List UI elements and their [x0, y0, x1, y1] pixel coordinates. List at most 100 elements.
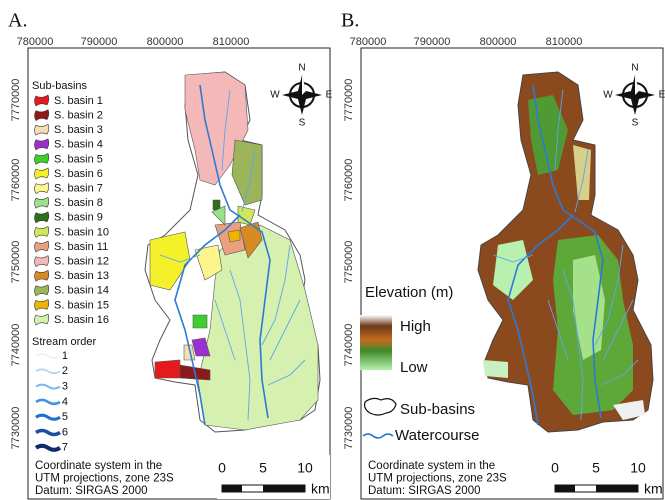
legend-item: S. basin 16	[54, 314, 109, 326]
legend-swatch	[34, 109, 50, 122]
y-tick-label: 7750000	[10, 241, 22, 284]
compass-n: N	[298, 63, 305, 74]
y-tick-label: 7770000	[343, 79, 355, 122]
legend-swatch	[34, 225, 50, 238]
stream-swatch	[34, 443, 62, 452]
legend-swatch	[34, 240, 50, 253]
x-tick-label: 780000	[350, 36, 387, 48]
stream-legend-item: 5	[62, 411, 68, 423]
scale-unit: km	[644, 481, 663, 497]
stream-swatch	[35, 413, 61, 421]
stream-legend-item: 7	[62, 442, 68, 454]
scale-label: 5	[259, 460, 267, 476]
compass-star-inner	[302, 75, 306, 95]
coordinate-note: Datum: SIRGAS 2000	[35, 485, 148, 497]
y-tick-label: 7760000	[10, 159, 22, 202]
x-tick-label: 810000	[213, 36, 250, 48]
legend-swatch	[34, 298, 50, 311]
scale-label: 5	[592, 460, 600, 476]
stream-legend-item: 4	[62, 396, 68, 408]
scale-label: 10	[297, 460, 313, 476]
legend-item: S. basin 2	[54, 110, 103, 122]
elevation-low: Low	[400, 359, 428, 376]
legend-item: S. basin 5	[54, 153, 103, 165]
x-tick-label: 800000	[147, 36, 184, 48]
legend-swatch	[34, 284, 50, 297]
elevation-title: Elevation (m)	[365, 284, 453, 301]
legend-swatch	[34, 167, 50, 180]
compass: N S W E	[603, 63, 665, 129]
stream-swatch	[35, 383, 61, 390]
legend-item: S. basin 7	[54, 183, 103, 195]
legend-item: S. basin 8	[54, 197, 103, 209]
x-tick-label: 810000	[546, 36, 583, 48]
stream-legend-title: Stream order	[32, 336, 97, 348]
compass-s: S	[632, 118, 639, 129]
scale-unit: km	[311, 481, 330, 497]
panel-label: A.	[8, 10, 27, 32]
scale-label: 0	[551, 460, 559, 476]
elevation-ramp	[360, 315, 392, 370]
x-tick-label: 790000	[81, 36, 118, 48]
legend-swatch	[34, 196, 50, 209]
y-tick-label: 7750000	[343, 241, 355, 284]
y-tick-label: 7730000	[10, 407, 22, 450]
sub-basin-swatch	[363, 397, 397, 416]
compass-e: E	[326, 90, 333, 101]
scale-label: 10	[630, 460, 646, 476]
x-tick-label: 800000	[480, 36, 517, 48]
legend-item: S. basin 3	[54, 124, 103, 136]
legend-swatch	[34, 152, 50, 165]
stream-swatch	[35, 398, 61, 406]
legend-item: S. basin 9	[54, 212, 103, 224]
legend-swatch	[34, 269, 50, 282]
x-tick-label: 790000	[414, 36, 451, 48]
legend-swatch	[34, 94, 50, 107]
legend-swatch	[34, 313, 50, 326]
compass-s: S	[299, 118, 306, 129]
coordinate-note: Coordinate system in the	[35, 460, 162, 472]
elevation-high: High	[400, 318, 431, 335]
sub-basins-label: Sub-basins	[400, 401, 475, 418]
coordinate-note: UTM projections, zone 23S	[368, 473, 507, 485]
legend-title: Sub-basins	[32, 80, 88, 92]
stream-legend-item: 6	[62, 426, 68, 438]
y-tick-label: 7760000	[343, 159, 355, 202]
coordinate-note: Datum: SIRGAS 2000	[368, 485, 481, 497]
compass: N S W E	[270, 63, 332, 129]
y-tick-label: 7770000	[10, 79, 22, 122]
legend-item: S. basin 4	[54, 139, 103, 151]
legend-item: S. basin 14	[54, 285, 109, 297]
legend-swatch	[34, 182, 50, 195]
stream-swatch	[35, 368, 61, 375]
panel-annotations: B. 780000 790000 800000 810000 7770000 7760000…	[341, 10, 665, 497]
legend-item: S. basin 1	[54, 95, 103, 107]
scale-bar-seg	[555, 485, 575, 492]
stream-legend-item: 3	[62, 381, 68, 393]
legend-item: S. basin 13	[54, 270, 109, 282]
panel-label: B.	[341, 10, 359, 32]
panel-annotations: A. 780000 790000 800000 810000 7770000 7760000…	[8, 10, 333, 497]
watercourse-swatch	[362, 433, 394, 439]
coordinate-note: Coordinate system in the	[368, 460, 495, 472]
watercourse-label: Watercourse	[395, 427, 479, 444]
legend-item: S. basin 12	[54, 256, 109, 268]
x-tick-label: 780000	[17, 36, 54, 48]
panel-b	[360, 47, 664, 500]
y-tick-label: 7740000	[10, 324, 22, 367]
compass-star-inner	[635, 75, 639, 95]
scale-bar-seg	[222, 485, 242, 492]
stream-swatch	[35, 428, 61, 437]
scale-bar-seg	[596, 485, 638, 492]
legend-swatch	[34, 123, 50, 136]
legend-item: S. basin 11	[54, 241, 108, 253]
compass-e: E	[659, 90, 665, 101]
compass-n: N	[631, 63, 638, 74]
y-tick-label: 7740000	[343, 324, 355, 367]
legend-swatch	[34, 211, 50, 224]
legend-swatch	[34, 138, 50, 151]
scale-label: 0	[218, 460, 226, 476]
legend-swatch	[34, 255, 50, 268]
y-tick-label: 7730000	[343, 407, 355, 450]
